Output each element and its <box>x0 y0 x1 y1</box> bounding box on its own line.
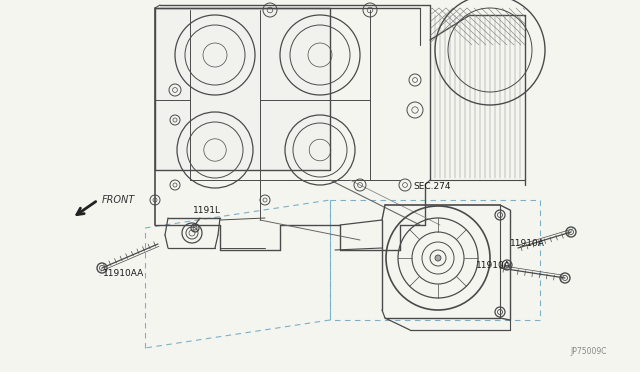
Text: 11910AA: 11910AA <box>103 269 144 279</box>
Text: JP75009C: JP75009C <box>570 347 607 356</box>
Text: 11910A: 11910A <box>510 240 545 248</box>
Text: SEC.274: SEC.274 <box>413 182 451 190</box>
Text: 11910A: 11910A <box>476 260 511 269</box>
Text: FRONT: FRONT <box>102 195 135 205</box>
Text: 1191L: 1191L <box>193 205 221 215</box>
Circle shape <box>435 255 441 261</box>
Polygon shape <box>155 8 330 170</box>
